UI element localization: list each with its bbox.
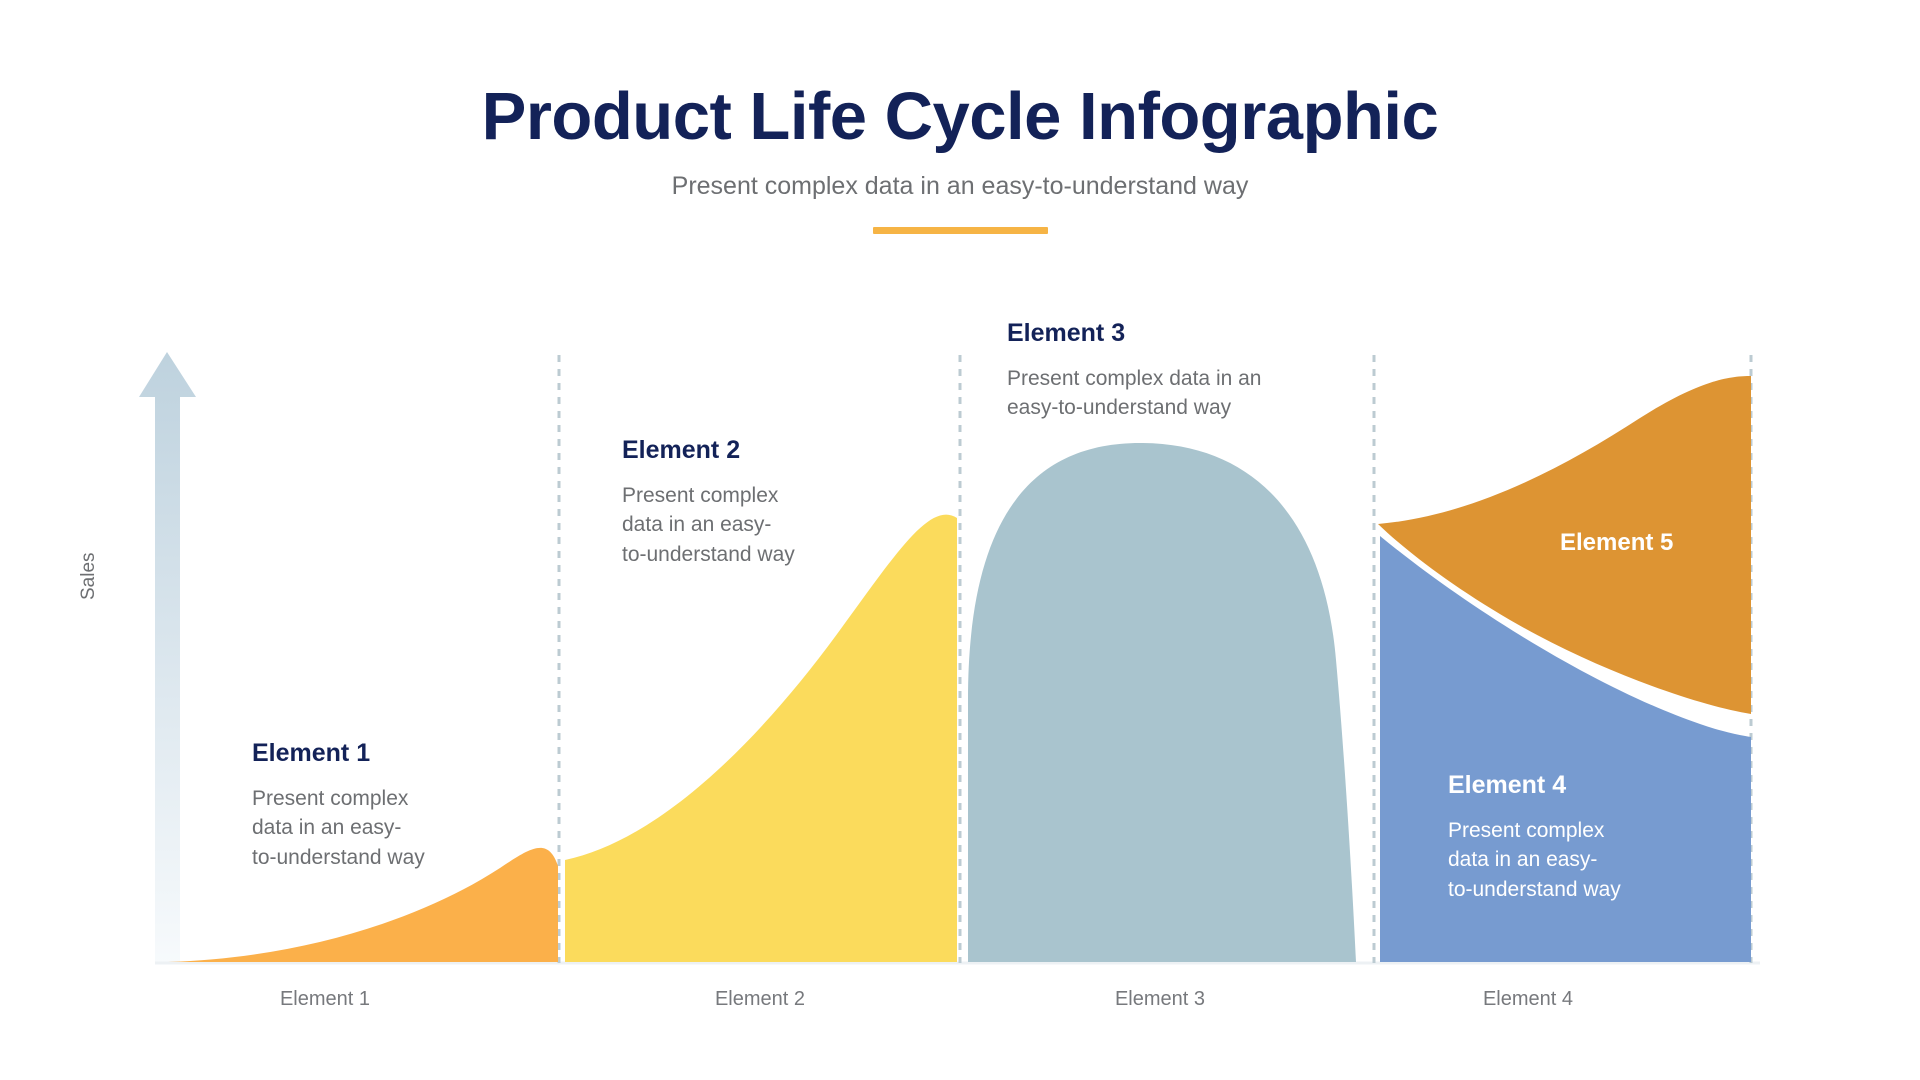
callout-body: Present complex data in an easy- to-unde… — [1448, 816, 1698, 905]
callout-body-line: Present complex — [1448, 818, 1605, 842]
callout-element-3[interactable]: Element 3 Present complex data in an eas… — [1007, 319, 1337, 424]
area-element-3 — [968, 443, 1356, 962]
area-element-1 — [168, 847, 558, 962]
page-subtitle: Present complex data in an easy-to-under… — [671, 172, 1249, 201]
callout-body-line: Present complex data in an — [1007, 366, 1262, 390]
accent-divider-bar — [872, 227, 1048, 235]
area-element-4 — [1380, 536, 1751, 962]
callout-element-5[interactable]: Element 5 — [1560, 529, 1810, 572]
callout-body-line: to-understand way — [622, 543, 795, 567]
callout-title: Element 2 — [622, 436, 741, 464]
callout-title: Element 1 — [252, 739, 371, 767]
callout-body: Present complex data in an easy- to-unde… — [622, 481, 857, 570]
area-element-5 — [1378, 376, 1751, 714]
callout-body-line: to-understand way — [252, 846, 425, 870]
y-axis-label: Sales — [78, 552, 99, 600]
callout-title: Element 3 — [1007, 319, 1126, 347]
callout-body-line: Present complex — [252, 786, 409, 810]
x-axis-label-3: Element 3 — [1114, 988, 1206, 1010]
page-title: Product Life Cycle Infographic — [481, 79, 1439, 154]
callout-element-4[interactable]: Element 4 Present complex data in an eas… — [1448, 771, 1698, 905]
callout-body-line: to-understand way — [1448, 878, 1621, 902]
x-axis-label-1: Element 1 — [279, 988, 371, 1010]
y-axis-arrow-icon — [139, 352, 196, 963]
callout-title: Element 5 — [1560, 529, 1674, 556]
x-axis-label-4: Element 4 — [1482, 988, 1574, 1010]
callout-element-1[interactable]: Element 1 Present complex data in an eas… — [252, 739, 512, 873]
callout-body: Present complex data in an easy-to-under… — [1007, 364, 1337, 424]
callout-element-2[interactable]: Element 2 Present complex data in an eas… — [622, 436, 857, 570]
callout-title: Element 4 — [1448, 771, 1567, 799]
callout-body-line: Present complex — [622, 483, 779, 507]
callout-body-line: data in an easy- — [622, 513, 772, 537]
x-axis-label-2: Element 2 — [714, 988, 806, 1010]
area-element-2 — [565, 514, 957, 962]
callout-body: Present complex data in an easy- to-unde… — [252, 784, 512, 873]
callout-body-line: data in an easy- — [252, 816, 402, 840]
callout-body-line: data in an easy- — [1448, 848, 1598, 872]
callout-body-line: easy-to-understand way — [1007, 396, 1232, 420]
infographic-header: Product Life Cycle Infographic Present c… — [0, 0, 1920, 235]
